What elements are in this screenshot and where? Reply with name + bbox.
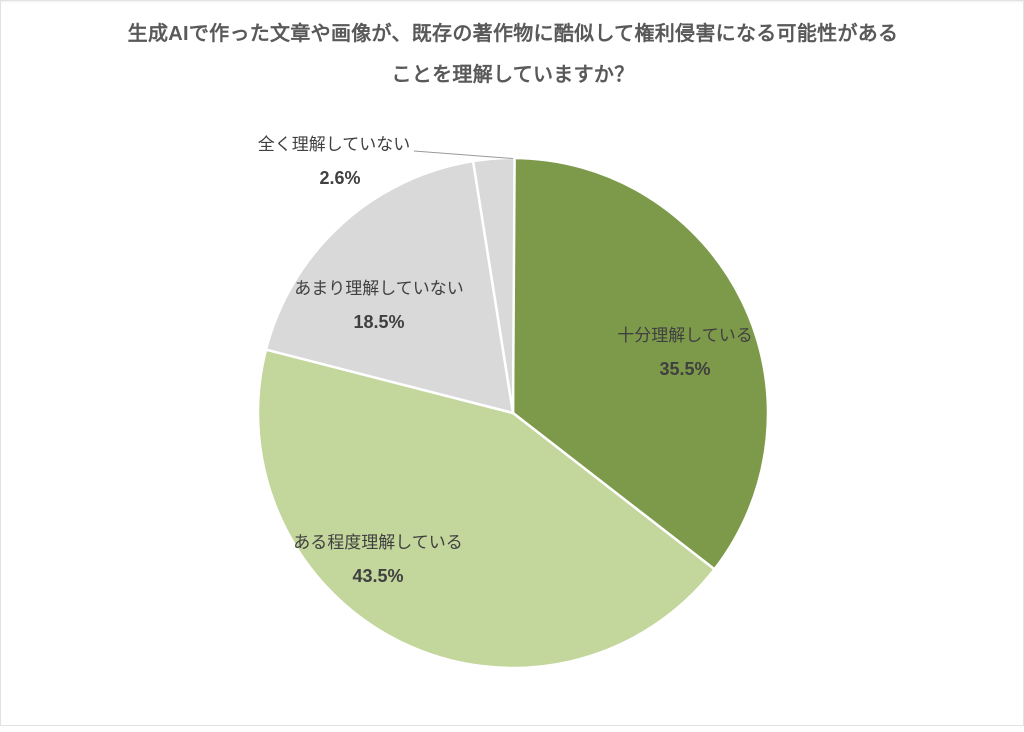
svg-text:43.5%: 43.5% — [352, 566, 403, 586]
svg-text:2.6%: 2.6% — [319, 168, 360, 188]
svg-text:ある程度理解している: ある程度理解している — [293, 533, 463, 552]
svg-text:十分理解している: 十分理解している — [617, 326, 753, 345]
svg-text:35.5%: 35.5% — [659, 359, 710, 379]
svg-text:18.5%: 18.5% — [353, 312, 404, 332]
svg-text:全く理解していない: 全く理解していない — [258, 135, 411, 154]
svg-text:あまり理解していない: あまり理解していない — [294, 279, 464, 298]
